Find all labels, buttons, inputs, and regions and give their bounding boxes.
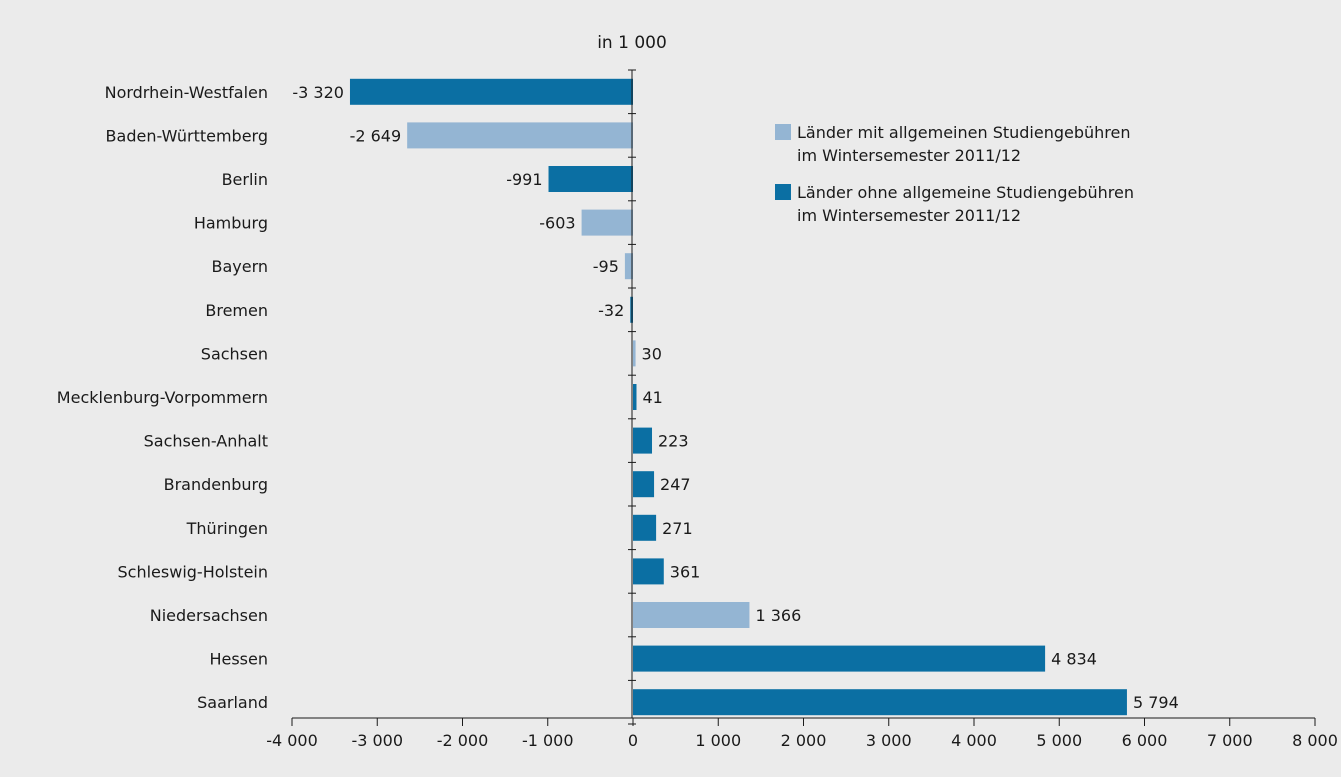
value-label: -3 320: [292, 83, 344, 102]
category-label: Brandenburg: [164, 475, 268, 494]
legend-label: im Wintersemester 2011/12: [797, 146, 1021, 165]
value-label: 1 366: [755, 606, 801, 625]
legend-label: im Wintersemester 2011/12: [797, 206, 1021, 225]
category-label: Thüringen: [186, 519, 268, 538]
category-label: Niedersachsen: [150, 606, 268, 625]
x-tick-label: -1 000: [522, 731, 574, 750]
value-label: 4 834: [1051, 650, 1097, 669]
value-label: -95: [593, 257, 619, 276]
x-tick-label: 2 000: [781, 731, 827, 750]
x-tick-label: 6 000: [1122, 731, 1168, 750]
value-label: 361: [670, 562, 701, 581]
bar-nordrhein-westfalen: [349, 78, 633, 105]
category-label: Mecklenburg-Vorpommern: [57, 388, 268, 407]
value-label: 5 794: [1133, 693, 1179, 712]
category-label: Sachsen: [201, 344, 268, 363]
bar-thüringen: [633, 514, 657, 541]
value-label: -2 649: [350, 126, 402, 145]
bar-saarland: [633, 689, 1127, 716]
bar-baden-württemberg: [407, 122, 633, 149]
category-label: Baden-Württemberg: [106, 126, 268, 145]
x-tick-label: 7 000: [1207, 731, 1253, 750]
category-label: Saarland: [197, 693, 268, 712]
category-label: Schleswig-Holstein: [118, 562, 268, 581]
x-tick-label: 8 000: [1292, 731, 1338, 750]
value-label: 247: [660, 475, 691, 494]
bar-hessen: [633, 645, 1046, 672]
bar-brandenburg: [633, 471, 655, 498]
x-tick-label: -4 000: [266, 731, 318, 750]
legend: Länder mit allgemeinen Studiengebühren im…: [775, 123, 1134, 225]
x-tick-label: 4 000: [951, 731, 997, 750]
category-label: Sachsen-Anhalt: [144, 432, 268, 451]
x-tick-label: 1 000: [695, 731, 741, 750]
axis-group: -4 000 -3 000 -2 000 -1 000 0 1 000 2 000 3 000…: [266, 69, 1338, 750]
bar-sachsen: [633, 340, 636, 367]
category-label: Hamburg: [194, 214, 268, 233]
value-label: -32: [598, 301, 624, 320]
x-tick-label: -3 000: [351, 731, 403, 750]
bars-group: Nordrhein-Westfalen -3 320 Baden-Württembe…: [57, 78, 1179, 716]
value-label: 223: [658, 432, 689, 451]
legend-swatch-mit: [775, 124, 791, 140]
value-label: -603: [539, 214, 575, 233]
bar-schleswig-holstein: [633, 558, 664, 585]
bar-sachsen-anhalt: [633, 427, 653, 454]
category-label: Bremen: [205, 301, 268, 320]
legend-label: Länder mit allgemeinen Studiengebühren: [797, 123, 1131, 142]
x-tick-label: 0: [628, 731, 638, 750]
x-tick-label: -2 000: [437, 731, 489, 750]
bar-berlin: [548, 166, 633, 192]
value-label: -991: [506, 170, 542, 189]
legend-label: Länder ohne allgemeine Studiengebühren: [797, 183, 1134, 202]
x-tick-label: 3 000: [866, 731, 912, 750]
category-label: Bayern: [211, 257, 268, 276]
category-label: Hessen: [209, 650, 268, 669]
legend-swatch-ohne: [775, 184, 791, 200]
value-label: 271: [662, 519, 693, 538]
category-label: Nordrhein-Westfalen: [105, 83, 268, 102]
bar-bayern: [624, 253, 633, 280]
value-label: 41: [643, 388, 663, 407]
x-tick-label: 5 000: [1036, 731, 1082, 750]
bar-hamburg: [581, 209, 633, 236]
value-label: 30: [642, 344, 662, 363]
bar-mecklenburg-vorpommern: [633, 384, 637, 410]
bar-niedersachsen: [633, 602, 750, 628]
category-label: Berlin: [222, 170, 268, 189]
unit-label: in 1 000: [597, 33, 667, 53]
